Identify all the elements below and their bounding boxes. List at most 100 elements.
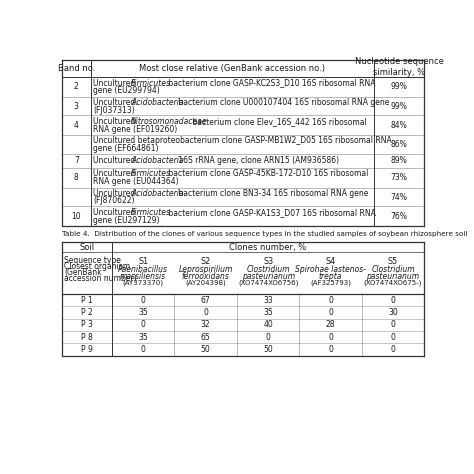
Text: P 8: P 8 [81, 333, 92, 342]
Text: 50: 50 [201, 345, 210, 354]
Text: Uncultured: Uncultured [93, 208, 138, 217]
Text: Paenibacillus: Paenibacillus [118, 265, 168, 274]
Text: Uncultured betaproteobacterium clone GASP-MB1W2_D05 16S ribosomal RNA: Uncultured betaproteobacterium clone GAS… [93, 137, 392, 146]
Text: Leprospirilium: Leprospirilium [178, 265, 233, 274]
Text: 65: 65 [201, 333, 210, 342]
Text: 0: 0 [141, 296, 146, 305]
Text: Acidobacteria: Acidobacteria [131, 156, 184, 165]
Text: 86%: 86% [391, 140, 408, 149]
Text: 0: 0 [328, 308, 333, 317]
Text: bacterium clone GASP-KC2S3_D10 16S ribosomal RNA: bacterium clone GASP-KC2S3_D10 16S ribos… [166, 79, 375, 88]
Text: Uncultured: Uncultured [93, 117, 138, 126]
Text: Nucleotide sequence
similarity, %: Nucleotide sequence similarity, % [355, 57, 444, 77]
Text: Table 4.  Distribution of the clones of various sequence types in the studied sa: Table 4. Distribution of the clones of v… [62, 231, 467, 237]
Text: pasteurianum: pasteurianum [366, 272, 419, 281]
Text: Firmicutes: Firmicutes [131, 79, 171, 88]
Text: S4: S4 [326, 257, 336, 266]
Text: Closest organism: Closest organism [64, 262, 130, 271]
Text: P 1: P 1 [81, 296, 92, 305]
Text: 28: 28 [326, 320, 335, 329]
Text: 8: 8 [74, 173, 79, 182]
Text: 32: 32 [201, 320, 210, 329]
Text: (AY204398): (AY204398) [185, 279, 226, 286]
Text: Clostridium: Clostridium [246, 265, 290, 274]
Text: 74%: 74% [391, 192, 408, 201]
Text: (FJ037313): (FJ037313) [93, 106, 135, 115]
Text: 0: 0 [265, 333, 271, 342]
Text: gene (EU299794): gene (EU299794) [93, 86, 160, 95]
Text: 0: 0 [141, 320, 146, 329]
Text: 0: 0 [328, 296, 333, 305]
Text: bacterium clone U000107404 16S ribosomal RNA gene: bacterium clone U000107404 16S ribosomal… [176, 98, 390, 107]
Text: P 3: P 3 [81, 320, 93, 329]
Text: Clones number, %: Clones number, % [229, 243, 307, 252]
Text: 0: 0 [328, 345, 333, 354]
Text: P 2: P 2 [81, 308, 92, 317]
Text: 84%: 84% [391, 121, 408, 130]
Text: S3: S3 [263, 257, 273, 266]
Text: (FJ870622): (FJ870622) [93, 196, 135, 205]
Text: Sequence type: Sequence type [64, 255, 121, 264]
Text: 4: 4 [74, 121, 79, 130]
Text: 16S rRNA gene, clone ARN15 (AM936586): 16S rRNA gene, clone ARN15 (AM936586) [176, 156, 339, 165]
Text: gene (EU297129): gene (EU297129) [93, 216, 160, 225]
Text: 3: 3 [74, 101, 79, 110]
Text: (XO7474XO6756): (XO7474XO6756) [238, 279, 298, 286]
Text: 67: 67 [201, 296, 210, 305]
Text: Uncultured: Uncultured [93, 189, 138, 198]
Text: pasteurianum: pasteurianum [242, 272, 295, 281]
Text: Acidobacteria: Acidobacteria [131, 98, 184, 107]
Text: (XO7474XO675-): (XO7474XO675-) [364, 279, 422, 286]
Text: Firmicutes: Firmicutes [131, 208, 171, 217]
Text: 0: 0 [391, 333, 395, 342]
Text: 35: 35 [138, 308, 148, 317]
Text: 0: 0 [391, 345, 395, 354]
Text: trepta: trepta [319, 272, 342, 281]
Text: S2: S2 [201, 257, 211, 266]
Text: 0: 0 [141, 345, 146, 354]
Text: 40: 40 [263, 320, 273, 329]
Text: 0: 0 [203, 308, 208, 317]
Text: Firmicutes: Firmicutes [131, 169, 171, 178]
Text: 89%: 89% [391, 156, 408, 165]
Text: Most close relative (GenBank accession no.): Most close relative (GenBank accession n… [139, 64, 326, 73]
Text: 99%: 99% [391, 101, 408, 110]
Text: 50: 50 [263, 345, 273, 354]
Text: bacterium clone Elev_16S_442 16S ribosomal: bacterium clone Elev_16S_442 16S ribosom… [190, 117, 366, 126]
Text: 0: 0 [328, 333, 333, 342]
Text: S5: S5 [388, 257, 398, 266]
Text: 35: 35 [263, 308, 273, 317]
Text: (GenBank: (GenBank [64, 268, 101, 277]
Text: 0: 0 [391, 296, 395, 305]
Text: accession number): accession number) [64, 274, 137, 283]
Text: (AY373370): (AY373370) [123, 279, 164, 286]
Text: RNA gene (EF019260): RNA gene (EF019260) [93, 125, 178, 134]
Text: Nitrosomonadaceae: Nitrosomonadaceae [131, 117, 208, 126]
Text: 35: 35 [138, 333, 148, 342]
Text: bacterium clone GASP-45KB-172-D10 16S ribosomal: bacterium clone GASP-45KB-172-D10 16S ri… [166, 169, 368, 178]
Text: (AF325793): (AF325793) [310, 279, 351, 286]
Text: bacterium clone GASP-KA1S3_D07 16S ribosomal RNA: bacterium clone GASP-KA1S3_D07 16S ribos… [166, 208, 375, 217]
Text: S1: S1 [138, 257, 148, 266]
Text: Uncultured: Uncultured [93, 98, 138, 107]
Text: Uncultured: Uncultured [93, 79, 138, 88]
Text: 99%: 99% [391, 82, 408, 91]
Text: ferrooxidans: ferrooxidans [182, 272, 229, 281]
Text: 30: 30 [388, 308, 398, 317]
Text: 76%: 76% [391, 212, 408, 221]
Text: Uncultured: Uncultured [93, 156, 138, 165]
Text: Acidobacteria: Acidobacteria [131, 189, 184, 198]
Text: gene (EF664861): gene (EF664861) [93, 144, 159, 153]
Text: 33: 33 [263, 296, 273, 305]
Text: 2: 2 [74, 82, 79, 91]
Text: 7: 7 [74, 156, 79, 165]
Text: Uncultured: Uncultured [93, 169, 138, 178]
Text: 10: 10 [72, 212, 81, 221]
Text: bacterium clone BN3-34 16S ribosomal RNA gene: bacterium clone BN3-34 16S ribosomal RNA… [176, 189, 368, 198]
Text: Band no.: Band no. [58, 64, 95, 73]
Text: Spirohae lastenos-: Spirohae lastenos- [295, 265, 366, 274]
Text: Clostridium: Clostridium [371, 265, 415, 274]
Text: RNA gene (EU044364): RNA gene (EU044364) [93, 177, 179, 186]
Text: massiliensis: massiliensis [120, 272, 166, 281]
Text: Soil: Soil [79, 243, 94, 252]
